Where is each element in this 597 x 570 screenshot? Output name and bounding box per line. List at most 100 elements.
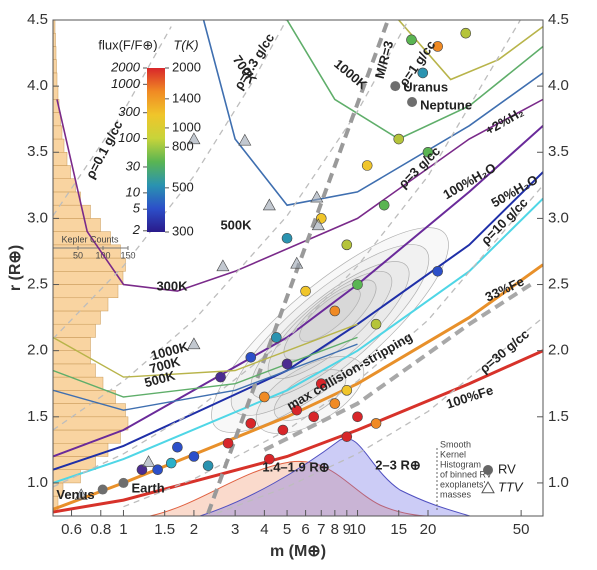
colorbar-t-label: 800 (172, 139, 194, 154)
histogram-bar (52, 59, 57, 74)
rv-point (393, 133, 405, 145)
histogram-bar (52, 72, 58, 87)
rv-point (406, 34, 417, 46)
x-tick-label: 3 (231, 521, 239, 538)
rv-point (264, 453, 275, 465)
ttv-point (74, 488, 88, 500)
curves (53, 20, 543, 515)
x-tick-label: 0.8 (90, 521, 111, 538)
kernel-note: Smooth (440, 439, 471, 449)
curve (53, 20, 410, 431)
histogram-bar (52, 297, 109, 312)
rv-point (352, 411, 363, 423)
ttv-point (262, 198, 276, 211)
curve (53, 171, 543, 471)
curve (53, 197, 543, 484)
y-tick-label-right: 2.0 (548, 342, 569, 359)
colorbar-flux-label: 30 (126, 158, 141, 173)
ttv-point (290, 256, 304, 269)
colorbar-flux-label: 2000 (110, 59, 141, 74)
colorbar-flux-label: 1000 (111, 76, 141, 91)
curve (53, 263, 543, 511)
rv-point (460, 27, 472, 39)
curve (53, 20, 522, 488)
points (74, 27, 472, 500)
y-tick-label: 1.5 (27, 408, 48, 425)
x-tick-label: 7 (317, 521, 325, 538)
histogram-bar (52, 191, 81, 206)
solar-planet (390, 81, 401, 92)
colorbar-t-label: 300 (172, 223, 194, 238)
y-tick-label-right: 1.0 (548, 474, 569, 491)
curve-label: 300K (156, 278, 188, 293)
rv-point (281, 358, 293, 370)
colorbar (147, 68, 165, 232)
y-tick-label-right: 3.5 (548, 143, 569, 160)
histogram-bar (52, 416, 129, 431)
histogram-bar (52, 125, 63, 140)
x-tick-label: 0.6 (61, 521, 82, 538)
x-tick-label: 9 (343, 521, 351, 538)
rv-point (291, 404, 303, 416)
rv-point (329, 398, 341, 409)
solar-planet (407, 97, 418, 108)
x-tick-label: 2 (190, 521, 198, 538)
ttv-point (310, 190, 324, 203)
histogram-bar (52, 152, 68, 166)
rv-point (341, 239, 353, 251)
rv-point (315, 378, 327, 390)
curve (263, 282, 532, 452)
rv-point (172, 441, 183, 453)
rv-point (432, 266, 443, 277)
curve (53, 20, 288, 340)
curve (53, 125, 543, 458)
x-tick-label: 8 (331, 521, 339, 538)
planet-label: Neptune (420, 97, 472, 112)
y-tick-label-right: 3.0 (548, 209, 569, 226)
histogram-bar (52, 310, 101, 325)
rv-point (329, 305, 341, 317)
y-tick-label-right: 1.5 (548, 408, 569, 425)
x-tick-label: 15 (390, 521, 407, 538)
planet-label: Venus (56, 487, 94, 502)
rv-point (308, 411, 320, 423)
legend-label: TTV (498, 479, 524, 494)
rv-point (422, 146, 434, 158)
ttv-point (216, 259, 230, 272)
colorbar-t-label: 500 (172, 179, 194, 194)
x-tick-label: 20 (420, 521, 437, 538)
solar-planet (97, 484, 108, 495)
y-tick-label: 2.5 (27, 276, 48, 293)
histogram-bar (52, 138, 65, 153)
rv-point (370, 318, 382, 330)
histogram-bar (52, 271, 124, 285)
rv-point (259, 391, 270, 403)
histogram-bar (52, 350, 91, 365)
rv-point (222, 437, 234, 449)
planet-label: Earth (131, 480, 164, 495)
large-radius-label: 2–3 R⊕ (375, 457, 421, 472)
rv-point (378, 199, 390, 211)
rv-point (370, 418, 382, 429)
y-tick-label: 3.0 (27, 209, 48, 226)
curve (56, 98, 543, 292)
legend-marker (483, 465, 493, 475)
rv-point (245, 351, 257, 363)
rv-point (432, 41, 443, 52)
planet-label: Uranus (403, 80, 448, 95)
rv-point (341, 431, 353, 442)
curve-label: 500K (220, 217, 252, 232)
ttv-point (187, 337, 201, 350)
histogram-bar (52, 284, 119, 299)
colorbar-flux-title: flux(F/F⊕) (98, 37, 157, 52)
colorbar-t-label: 1400 (172, 90, 201, 105)
curve (398, 20, 543, 81)
curve (53, 336, 358, 398)
x-tick-label: 6 (301, 521, 309, 538)
histogram-bar (52, 165, 71, 179)
curve (123, 184, 543, 508)
ttv-point (238, 133, 252, 146)
y-tick-label-right: 4.5 (548, 11, 569, 28)
rv-point (281, 232, 293, 244)
ttv-point (311, 218, 325, 231)
